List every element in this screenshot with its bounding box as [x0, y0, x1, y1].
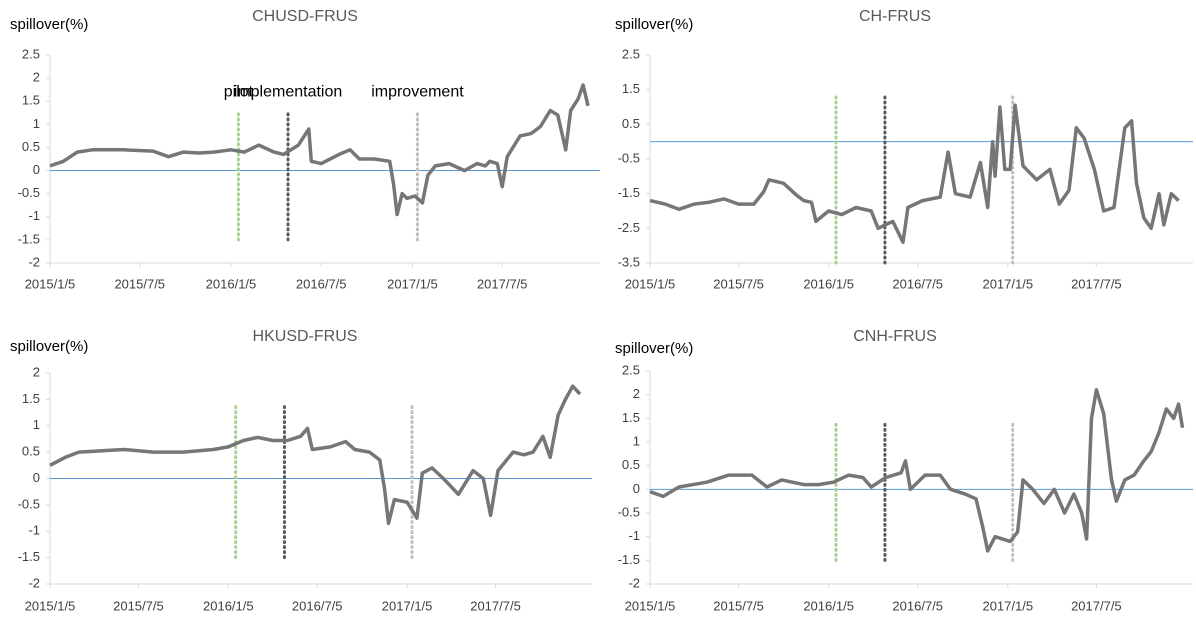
y-tick-label: 0.5 — [622, 116, 640, 131]
y-tick-label: 2 — [33, 70, 40, 85]
data-line — [49, 384, 582, 526]
y-tick-label: 1 — [633, 433, 640, 448]
y-tick-label: -3.5 — [618, 254, 640, 269]
x-tick-label: 2015/7/5 — [113, 598, 164, 613]
y-tick-label: -0.5 — [618, 150, 640, 165]
x-tick-label: 2016/1/5 — [203, 598, 254, 613]
x-tick-label: 2016/1/5 — [206, 276, 257, 291]
data-line — [649, 103, 1180, 244]
x-tick-label: 2016/7/5 — [892, 276, 943, 291]
y-tick-label: 2.5 — [22, 46, 40, 61]
y-tick-label: -1.5 — [18, 549, 40, 564]
x-tick-label: 2017/1/5 — [982, 276, 1033, 291]
x-tick-label: 2016/1/5 — [803, 276, 854, 291]
y-axis-label: spillover(%) — [10, 16, 88, 33]
x-tick-label: 2015/1/5 — [625, 598, 676, 613]
y-tick-label: -0.5 — [18, 496, 40, 511]
x-tick-label: 2015/7/5 — [713, 598, 764, 613]
y-tick-label: -1.5 — [618, 185, 640, 200]
y-tick-label: -1 — [28, 523, 40, 538]
y-tick-label: -0.5 — [618, 504, 640, 519]
y-tick-label: 0 — [33, 470, 40, 485]
y-tick-label: 0.5 — [622, 457, 640, 472]
y-tick-label: -2 — [28, 254, 40, 269]
y-tick-label: 2.5 — [622, 46, 640, 61]
y-tick-label: -2 — [628, 575, 640, 590]
x-tick-label: 2016/1/5 — [803, 598, 854, 613]
x-tick-label: 2015/7/5 — [114, 276, 165, 291]
y-tick-label: 1.5 — [22, 391, 40, 406]
y-tick-label: -1.5 — [618, 552, 640, 567]
chart-title: CNH-FRUS — [853, 328, 937, 345]
x-tick-label: 2016/7/5 — [292, 598, 343, 613]
y-tick-label: -1.5 — [18, 231, 40, 246]
x-tick-label: 2017/1/5 — [982, 598, 1033, 613]
x-tick-label: 2016/7/5 — [892, 598, 943, 613]
y-tick-label: 1.5 — [622, 81, 640, 96]
event-label: improvement — [371, 84, 464, 101]
x-tick-label: 2017/1/5 — [387, 276, 438, 291]
data-line — [649, 388, 1185, 553]
y-tick-label: 2 — [633, 386, 640, 401]
event-label: implementation — [234, 84, 343, 101]
y-tick-label: 1.5 — [22, 93, 40, 108]
y-tick-label: 0 — [33, 162, 40, 177]
y-tick-label: -1 — [28, 208, 40, 223]
y-axis-label: spillover(%) — [615, 340, 693, 357]
y-axis-label: spillover(%) — [10, 338, 88, 355]
x-tick-label: 2016/7/5 — [296, 276, 347, 291]
y-tick-label: 1 — [33, 417, 40, 432]
y-tick-label: 0 — [633, 481, 640, 496]
x-tick-label: 2015/1/5 — [625, 276, 676, 291]
y-tick-label: 2 — [33, 364, 40, 379]
y-axis-label: spillover(%) — [615, 16, 693, 33]
x-tick-label: 2017/7/5 — [1071, 598, 1122, 613]
x-tick-label: 2017/7/5 — [1071, 276, 1122, 291]
x-tick-label: 2015/1/5 — [25, 598, 76, 613]
data-line — [49, 83, 590, 217]
x-tick-label: 2017/7/5 — [470, 598, 521, 613]
event-label: pilot — [224, 84, 254, 101]
y-tick-label: -1 — [628, 528, 640, 543]
y-tick-label: -2 — [28, 575, 40, 590]
y-tick-label: -0.5 — [18, 185, 40, 200]
y-tick-label: 1.5 — [622, 410, 640, 425]
chart-title: CHUSD-FRUS — [252, 8, 358, 25]
x-tick-label: 2015/7/5 — [713, 276, 764, 291]
y-tick-label: 0.5 — [22, 444, 40, 459]
x-tick-label: 2017/7/5 — [477, 276, 528, 291]
y-tick-label: 1 — [33, 116, 40, 131]
y-tick-label: 0.5 — [22, 139, 40, 154]
y-tick-label: 2.5 — [622, 362, 640, 377]
x-tick-label: 2015/1/5 — [25, 276, 76, 291]
y-tick-label: -2.5 — [618, 220, 640, 235]
x-tick-label: 2017/1/5 — [382, 598, 433, 613]
chart-title: HKUSD-FRUS — [253, 328, 358, 345]
chart-title: CH-FRUS — [859, 8, 931, 25]
